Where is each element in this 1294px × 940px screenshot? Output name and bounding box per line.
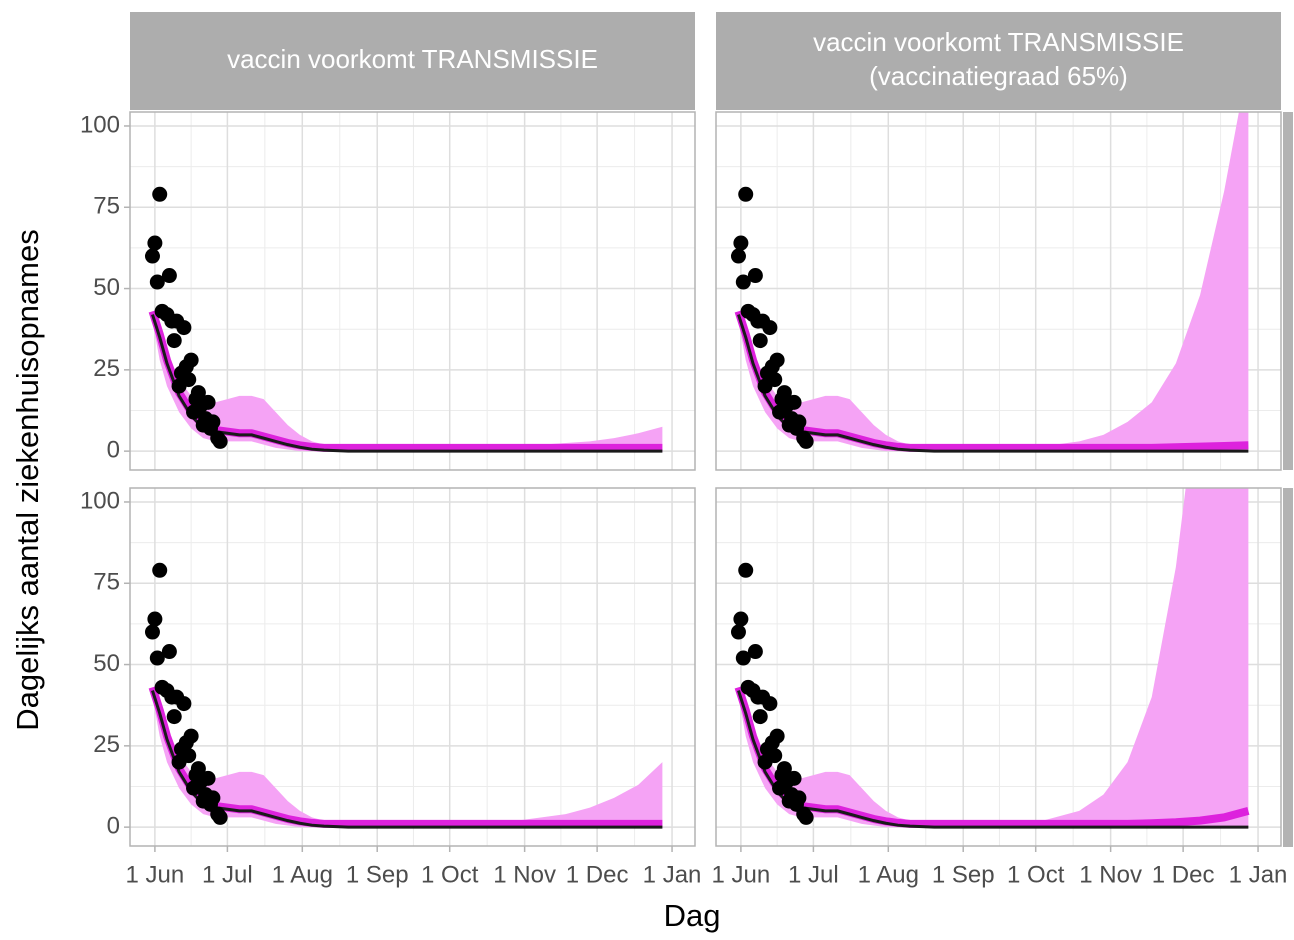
x-tick-label: 1 Dec xyxy=(566,861,629,888)
data-point xyxy=(149,274,165,290)
strip xyxy=(716,12,1281,110)
y-tick-label: 100 xyxy=(80,111,120,138)
data-point xyxy=(166,333,182,349)
x-tick-label: 1 Nov xyxy=(1079,861,1142,888)
data-point xyxy=(769,352,785,368)
data-point xyxy=(190,385,206,401)
data-point xyxy=(752,333,768,349)
data-point xyxy=(166,709,182,725)
ribbon xyxy=(152,311,663,452)
data-point xyxy=(144,624,160,640)
x-tick-label: 1 Sep xyxy=(346,861,409,888)
data-point xyxy=(747,268,763,284)
x-tick-label: 1 Oct xyxy=(421,861,479,888)
data-point xyxy=(767,748,783,764)
x-tick-label: 1 Jun xyxy=(126,861,185,888)
data-point xyxy=(161,644,177,660)
data-point xyxy=(776,385,792,401)
data-point xyxy=(147,611,163,627)
ribbon xyxy=(738,112,1249,452)
data-point xyxy=(730,624,746,640)
data-point xyxy=(733,235,749,251)
y-tick-label: 75 xyxy=(93,569,120,596)
panel-border xyxy=(129,487,696,847)
data-point xyxy=(752,709,768,725)
data-point xyxy=(152,186,168,202)
data-point xyxy=(735,650,751,666)
x-tick-label: 1 Sep xyxy=(932,861,995,888)
strip-text: (vaccinatiegraad 65%) xyxy=(869,61,1128,91)
panel-border xyxy=(129,111,696,471)
data-point xyxy=(200,394,216,410)
y-axis-title: Dagelijks aantal ziekenhuisopnames xyxy=(10,229,45,730)
panel-border xyxy=(715,487,1282,847)
data-point xyxy=(798,433,814,449)
data-point xyxy=(181,748,197,764)
data-point xyxy=(738,562,754,578)
x-tick-label: 1 Oct xyxy=(1007,861,1065,888)
data-point xyxy=(776,761,792,777)
data-point xyxy=(762,320,778,336)
data-point xyxy=(791,790,807,806)
data-point xyxy=(767,372,783,388)
data-point xyxy=(798,809,814,825)
data-point xyxy=(190,761,206,777)
panel-border xyxy=(715,111,1282,471)
data-point xyxy=(161,268,177,284)
data-point xyxy=(183,352,199,368)
ribbon xyxy=(152,687,663,828)
y-tick-label: 0 xyxy=(107,812,120,839)
data-point xyxy=(181,372,197,388)
y-tick-label: 50 xyxy=(93,274,120,301)
data-point xyxy=(730,248,746,264)
strip-text: vaccin voorkomt TRANSMISSIE xyxy=(813,27,1184,57)
data-point xyxy=(786,770,802,786)
x-tick-label: 1 Jan xyxy=(643,861,702,888)
panel xyxy=(130,112,695,470)
data-point xyxy=(735,274,751,290)
row-strip xyxy=(1283,488,1293,847)
data-point xyxy=(769,728,785,744)
x-axis-title: Dag xyxy=(664,898,721,933)
x-tick-label: 1 Dec xyxy=(1152,861,1215,888)
data-point xyxy=(176,320,192,336)
data-point xyxy=(152,562,168,578)
data-point xyxy=(183,728,199,744)
data-point xyxy=(205,414,221,430)
y-tick-label: 75 xyxy=(93,193,120,220)
data-point xyxy=(212,809,228,825)
y-tick-label: 25 xyxy=(93,355,120,382)
x-tick-label: 1 Aug xyxy=(272,861,333,888)
panel xyxy=(716,488,1281,846)
y-tick-label: 25 xyxy=(93,731,120,758)
strip xyxy=(130,12,695,110)
x-tick-label: 1 Jul xyxy=(788,861,839,888)
data-point xyxy=(738,186,754,202)
data-point xyxy=(747,644,763,660)
data-point xyxy=(200,770,216,786)
data-point xyxy=(176,696,192,712)
data-point xyxy=(144,248,160,264)
data-point xyxy=(147,235,163,251)
y-tick-label: 50 xyxy=(93,650,120,677)
strip-text: vaccin voorkomt TRANSMISSIE xyxy=(227,44,598,74)
data-point xyxy=(205,790,221,806)
panel xyxy=(716,112,1281,470)
x-tick-label: 1 Jul xyxy=(202,861,253,888)
data-point xyxy=(786,394,802,410)
x-tick-label: 1 Nov xyxy=(493,861,556,888)
x-tick-label: 1 Jun xyxy=(712,861,771,888)
y-tick-label: 0 xyxy=(107,436,120,463)
x-tick-label: 1 Aug xyxy=(858,861,919,888)
row-strip xyxy=(1283,112,1293,470)
x-tick-label: 1 Jan xyxy=(1229,861,1288,888)
y-tick-label: 100 xyxy=(80,487,120,514)
panel xyxy=(130,488,695,846)
data-point xyxy=(149,650,165,666)
data-point xyxy=(212,433,228,449)
data-point xyxy=(733,611,749,627)
data-point xyxy=(762,696,778,712)
data-point xyxy=(791,414,807,430)
